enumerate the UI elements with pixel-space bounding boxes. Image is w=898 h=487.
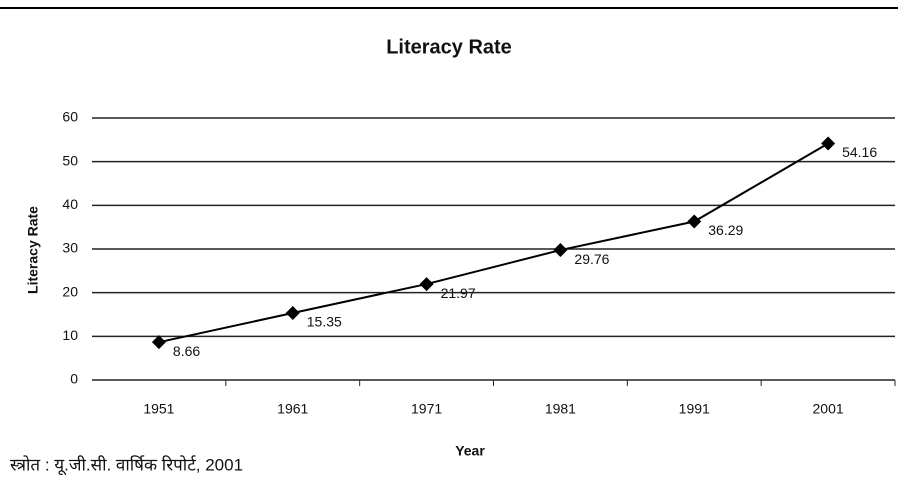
y-tick-label: 60 [62, 109, 78, 125]
data-label: 29.76 [574, 251, 609, 267]
data-line [158, 142, 829, 344]
y-axis-title: Literacy Rate [25, 206, 41, 294]
y-tick-label: 0 [70, 371, 78, 387]
data-point [419, 277, 434, 292]
x-tick-label: 1991 [679, 401, 710, 417]
y-tick-label: 40 [62, 196, 78, 212]
data-point [821, 136, 836, 151]
data-label: 21.97 [441, 285, 476, 301]
chart-title: Literacy Rate [386, 36, 512, 58]
data-point [285, 305, 300, 320]
x-tick-label: 1981 [545, 401, 576, 417]
data-label: 36.29 [708, 222, 743, 238]
x-axis-title: Year [455, 443, 485, 459]
y-tick-label: 50 [62, 152, 78, 168]
x-tick-label: 2001 [813, 401, 844, 417]
data-label: 15.35 [307, 314, 342, 330]
y-tick-label: 10 [62, 327, 78, 343]
y-tick-label: 30 [62, 240, 78, 256]
data-label: 8.66 [173, 343, 200, 359]
x-tick-label: 1961 [277, 401, 308, 417]
y-tick-label: 20 [62, 283, 78, 299]
source-note: स्त्रोत : यू.जी.सी. वार्षिक रिपोर्ट, 200… [10, 454, 243, 475]
data-label: 54.16 [842, 144, 877, 160]
data-point [151, 335, 166, 350]
x-tick-label: 1951 [143, 401, 174, 417]
data-point [553, 243, 568, 258]
x-tick-label: 1971 [411, 401, 442, 417]
data-point [687, 214, 702, 229]
